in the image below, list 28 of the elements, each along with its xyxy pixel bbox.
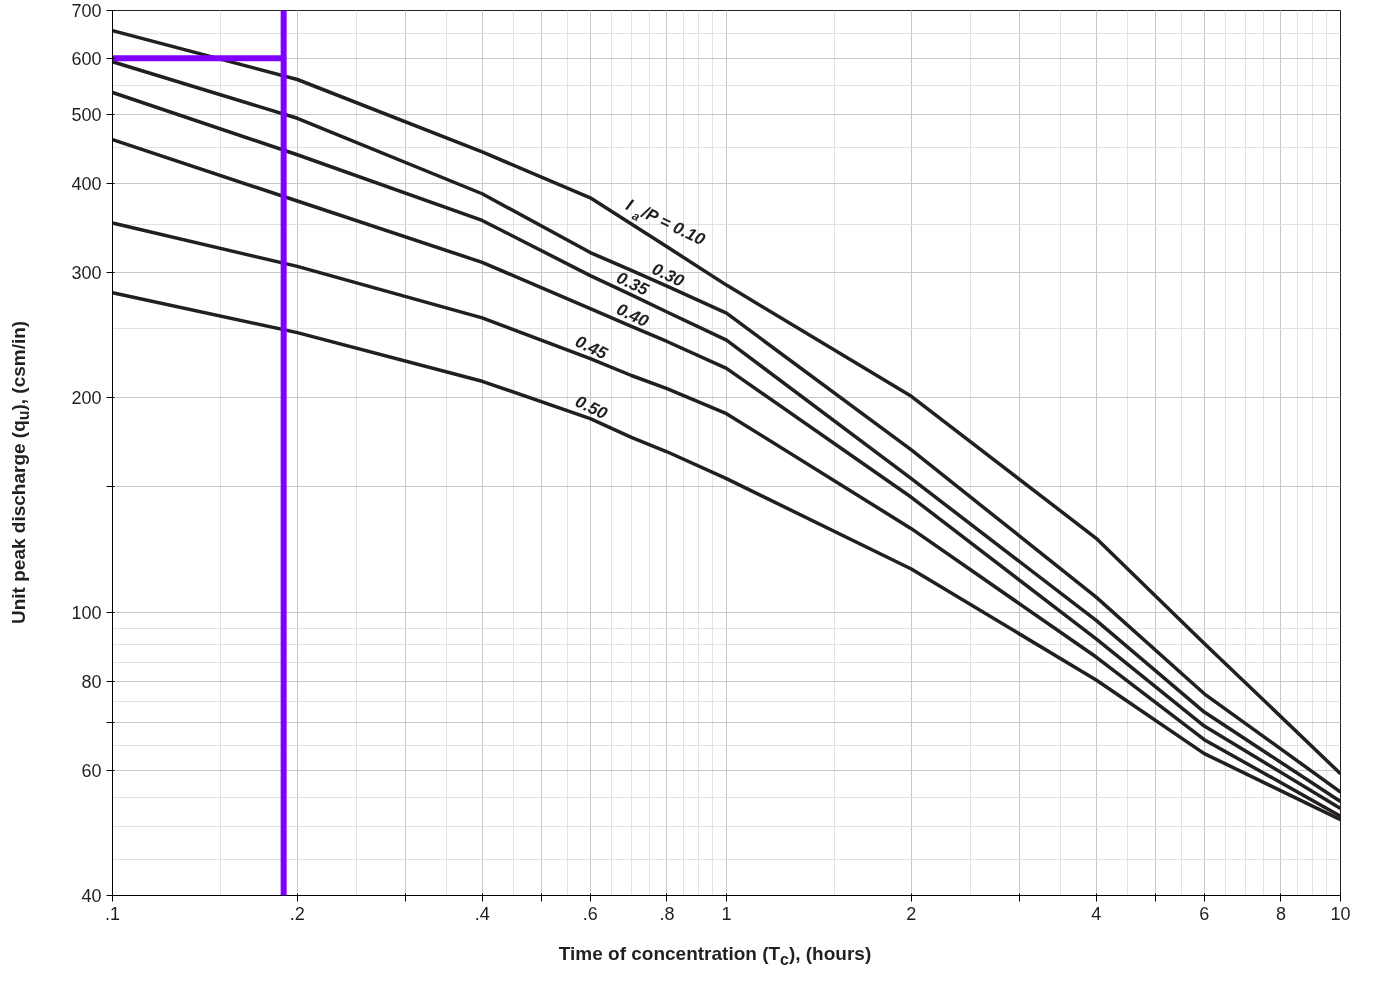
x-tick-label: .2 bbox=[289, 903, 305, 924]
annotation: 0.35 bbox=[613, 268, 652, 300]
y-tick-label: 600 bbox=[71, 48, 102, 69]
x-tick-label: 2 bbox=[906, 903, 917, 924]
x-tick-label: 6 bbox=[1199, 903, 1210, 924]
y-tick-label: 700 bbox=[71, 1, 102, 21]
y-tick-label: 500 bbox=[71, 105, 102, 126]
x-axis-title: Time of concentration (T$_{c}$), (hours) bbox=[558, 942, 872, 970]
y-tick-label: 200 bbox=[71, 388, 102, 409]
annotation: 0.50 bbox=[572, 391, 611, 424]
y-tick-label: 400 bbox=[71, 174, 102, 195]
x-tick-label: 10 bbox=[1330, 903, 1351, 924]
y-tick-label: 80 bbox=[81, 671, 102, 692]
annotation: 0.30 bbox=[649, 259, 688, 292]
x-tick-label: .4 bbox=[474, 903, 490, 924]
x-tick-label: .1 bbox=[104, 903, 121, 924]
annotation: Ia/P = 0.10 bbox=[623, 195, 709, 250]
annotation: 0.40 bbox=[613, 299, 652, 332]
x-tick-label: .6 bbox=[582, 903, 598, 924]
x-tick-label: 8 bbox=[1275, 903, 1287, 924]
x-tick-label: 1 bbox=[721, 903, 732, 924]
y-tick-label: 60 bbox=[81, 760, 102, 781]
y-tick-label: 40 bbox=[81, 886, 102, 906]
annotation: 0.45 bbox=[572, 331, 611, 364]
y-tick-label: 100 bbox=[71, 602, 102, 623]
x-tick-label: 4 bbox=[1091, 903, 1102, 924]
x-tick-label: .8 bbox=[659, 903, 675, 924]
y-tick-label: 300 bbox=[71, 262, 102, 283]
